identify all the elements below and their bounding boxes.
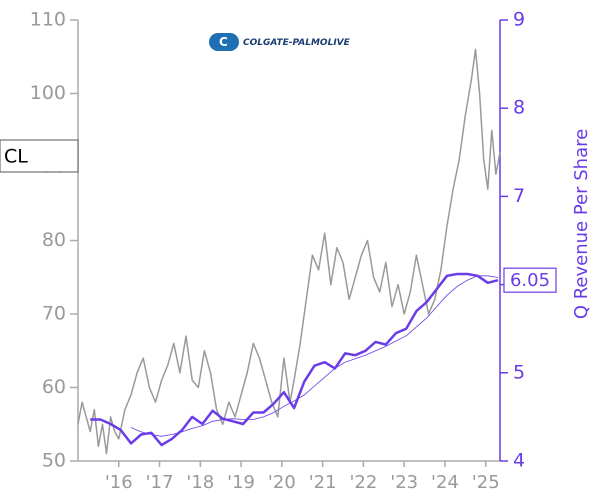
- last-value-box: [503, 267, 557, 293]
- x-tick-label: '16: [105, 472, 133, 493]
- y-tick-label: 60: [42, 376, 66, 398]
- x-tick-label: '24: [431, 472, 459, 493]
- ticker: CL: [4, 146, 28, 168]
- x-tick-label: '21: [309, 472, 337, 493]
- x-tick-label: '23: [390, 472, 418, 493]
- y-tick-label: 100: [30, 82, 66, 104]
- x-tick-label: '19: [227, 472, 255, 493]
- y2-tick-label: 7: [513, 185, 525, 207]
- x-tick-label: '22: [349, 472, 377, 493]
- series-line: [90, 272, 499, 447]
- x-tick-label: '18: [186, 472, 214, 493]
- y2-axis-label: Q Revenue Per Share: [571, 129, 592, 319]
- last-value-label: 6.05: [510, 270, 550, 291]
- y2-tick-label: 8: [513, 97, 525, 119]
- x-tick-label: '17: [146, 472, 174, 493]
- x-tick-label: '20: [268, 472, 296, 493]
- y-tick-label: 50: [42, 450, 66, 472]
- logo-text: COLGATE-PALMOLIVE: [243, 38, 351, 48]
- y2-tick-label: 4: [513, 450, 525, 472]
- y-tick-label: 110: [30, 9, 66, 31]
- x-tick-label: '25: [472, 472, 500, 493]
- y2-tick-label: 5: [513, 361, 525, 383]
- logo-mark: [209, 33, 239, 51]
- ticker-box: [0, 139, 79, 173]
- series-line: [130, 275, 499, 437]
- logo-glyph: C: [219, 35, 228, 49]
- logo: C COLGATE-PALMOLIVE: [209, 33, 351, 51]
- y2-tick-label: 9: [513, 9, 525, 31]
- y-tick-label: 70: [42, 303, 66, 325]
- y-tick-label: 80: [42, 229, 66, 251]
- series-line: [77, 48, 501, 455]
